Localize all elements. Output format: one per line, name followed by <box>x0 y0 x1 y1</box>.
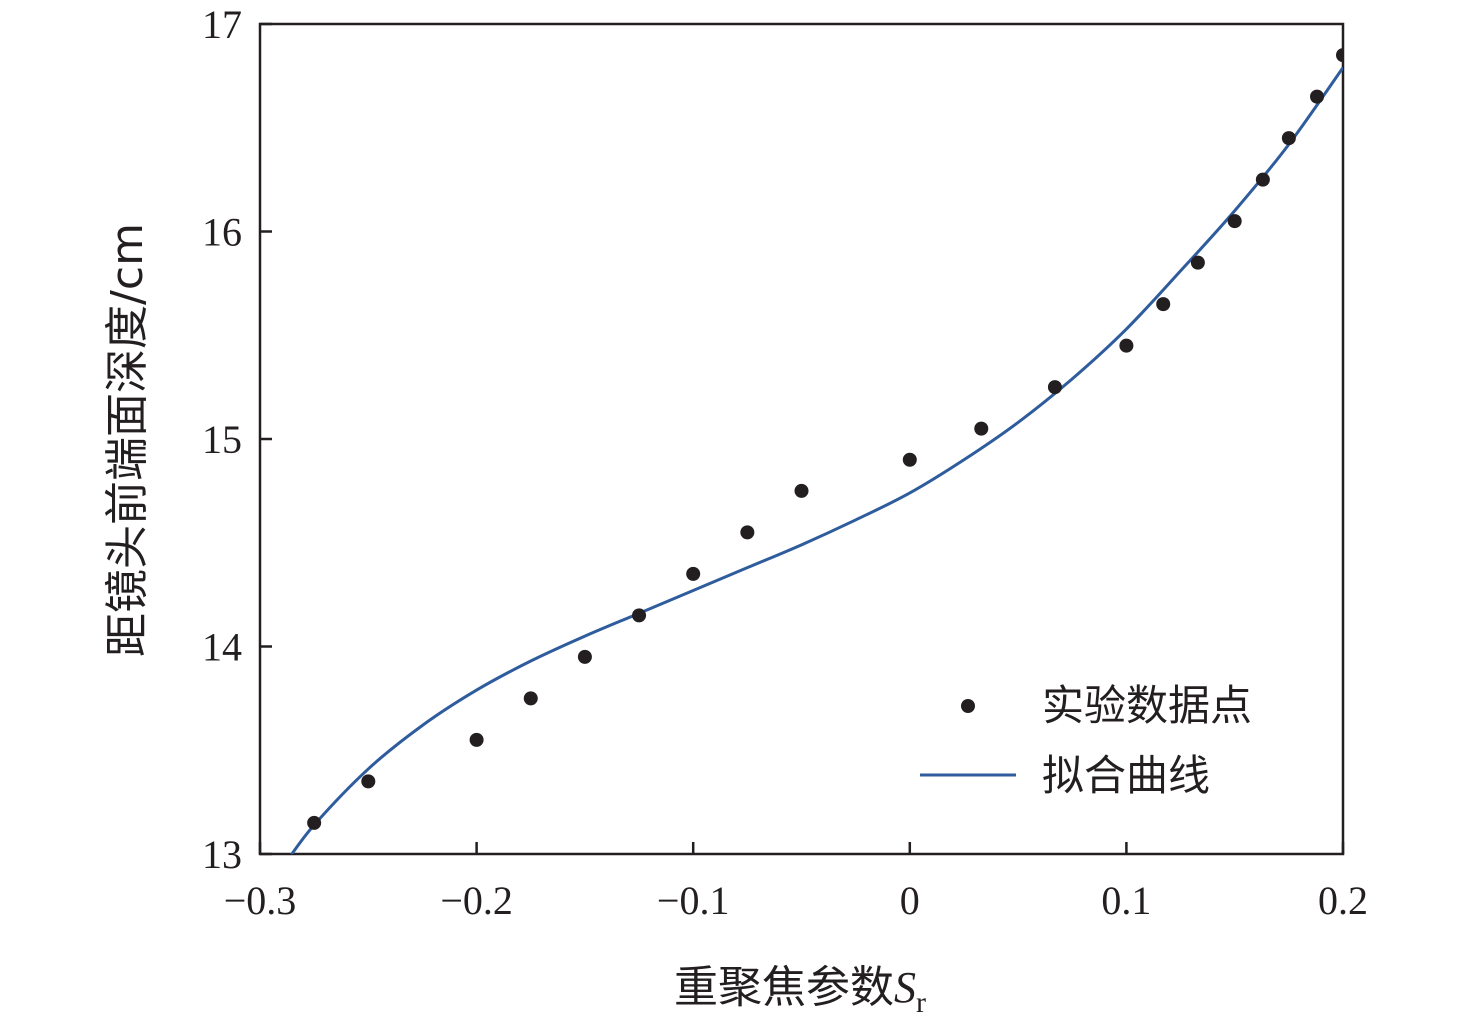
y-axis: 13 14 15 16 17 <box>202 2 272 877</box>
legend: 实验数据点 拟合曲线 <box>920 681 1252 800</box>
data-point <box>1190 255 1205 270</box>
y-tick-label: 14 <box>202 625 242 670</box>
data-point <box>523 691 538 706</box>
data-point <box>902 452 917 467</box>
data-point <box>361 774 376 789</box>
data-point <box>740 525 755 540</box>
data-point <box>1336 48 1343 63</box>
data-point <box>1255 172 1270 187</box>
y-tick-label: 17 <box>202 2 242 47</box>
data-point <box>1119 338 1134 353</box>
data-point <box>1156 297 1171 312</box>
y-tick-label: 15 <box>202 417 242 462</box>
x-axis: −0.3 −0.2 −0.1 0 0.1 0.2 <box>224 842 1368 923</box>
data-point <box>1310 89 1325 104</box>
data-point <box>1227 214 1242 229</box>
x-axis-title-symbol: S <box>894 963 916 1012</box>
y-tick-label: 16 <box>202 210 242 255</box>
x-tick-label: −0.2 <box>440 878 513 923</box>
legend-marker-scatter <box>961 699 975 713</box>
data-point <box>632 608 647 623</box>
y-tick-label: 13 <box>202 832 242 877</box>
fit-curve-line <box>290 66 1343 854</box>
data-point <box>469 732 484 747</box>
x-tick-label: 0.2 <box>1318 878 1368 923</box>
x-axis-title: 重聚焦参数Sr <box>674 962 926 1019</box>
x-tick-label: −0.1 <box>657 878 730 923</box>
data-point <box>686 566 701 581</box>
plot-area <box>258 22 1345 856</box>
x-tick-label: −0.3 <box>224 878 297 923</box>
data-point <box>577 649 592 664</box>
data-point <box>1281 131 1296 146</box>
legend-label-scatter: 实验数据点 <box>1042 681 1252 730</box>
x-axis-title-text: 重聚焦参数 <box>674 962 894 1013</box>
data-point <box>794 483 809 498</box>
x-axis-title-subscript: r <box>916 986 926 1019</box>
series-layer <box>290 48 1343 854</box>
data-point <box>974 421 989 436</box>
legend-label-line: 拟合曲线 <box>1042 751 1210 800</box>
y-axis-title: 距镜头前端面深度/cm <box>102 223 153 657</box>
data-point <box>1047 380 1062 395</box>
x-tick-label: 0 <box>900 878 920 923</box>
data-point <box>307 815 322 830</box>
x-tick-label: 0.1 <box>1101 878 1151 923</box>
